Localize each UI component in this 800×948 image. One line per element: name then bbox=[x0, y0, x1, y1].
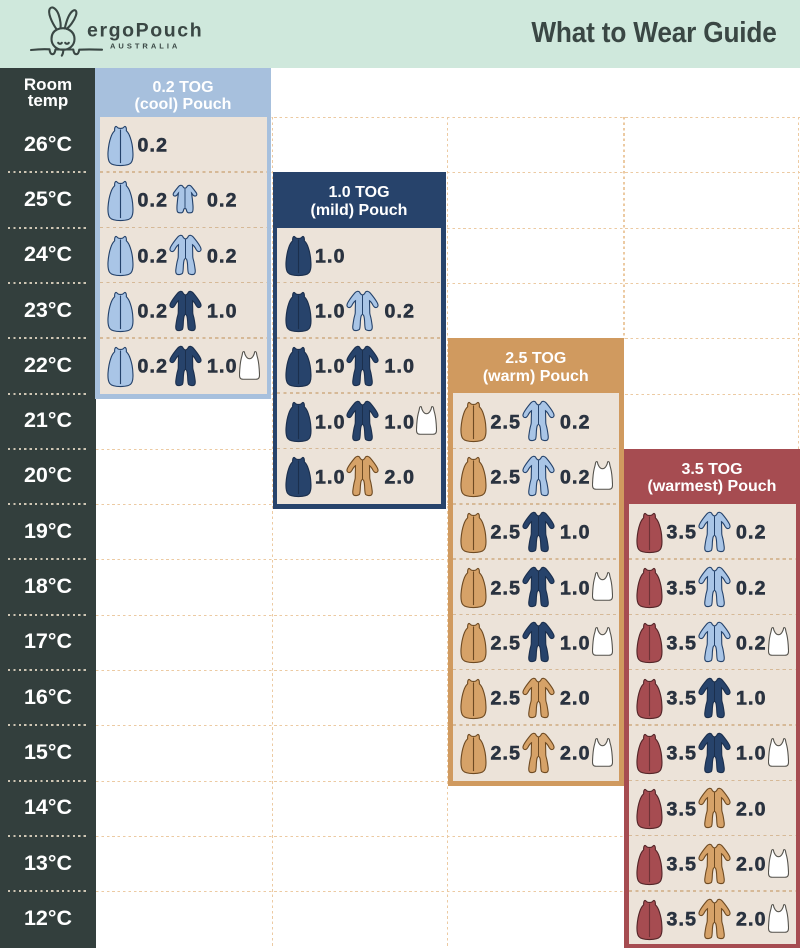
svg-text:AUSTRALIA: AUSTRALIA bbox=[110, 42, 180, 51]
svg-text:ergoPouch: ergoPouch bbox=[87, 20, 203, 42]
